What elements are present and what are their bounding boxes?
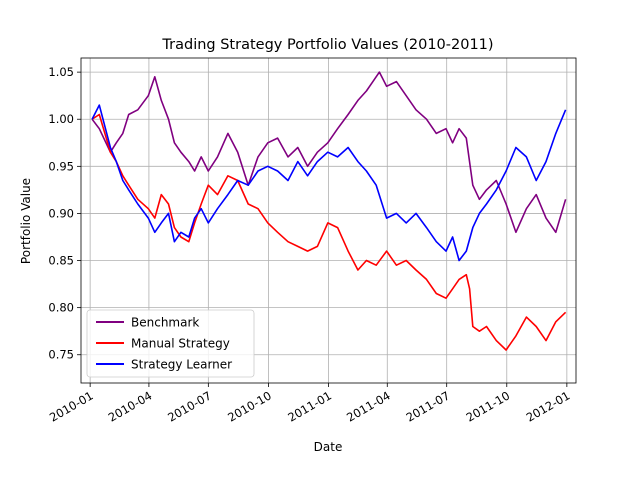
- legend: Benchmark Manual Strategy Strategy Learn…: [86, 309, 255, 378]
- y-tick-label: 0.90: [48, 206, 74, 220]
- legend-label-benchmark: Benchmark: [131, 316, 199, 330]
- y-tick-label: 0.95: [48, 159, 74, 173]
- legend-label-strategy-learner: Strategy Learner: [131, 358, 232, 372]
- series-line-benchmark: [91, 71, 567, 234]
- x-tick-label: 2011-07: [404, 388, 453, 424]
- y-tick-label: 0.85: [48, 254, 74, 268]
- grid: [81, 58, 576, 383]
- legend-box: [86, 309, 255, 378]
- y-axis-label: Portfolio Value: [19, 178, 33, 264]
- series-line-manual-strategy: [91, 113, 567, 351]
- y-tick-label: 1.05: [48, 65, 74, 79]
- series-line-strategy-learner: [91, 104, 567, 262]
- y-tick-label: 1.00: [48, 112, 74, 126]
- y-axis-ticks: 0.75 0.80 0.85 0.90 0.95 1.00 1.05: [48, 65, 81, 362]
- x-tick-label: 2010-04: [106, 388, 155, 424]
- x-axis-ticks: 2010-01 2010-04 2010-07 2010-10 2011-01 2011-…: [47, 383, 572, 425]
- legend-label-manual-strategy: Manual Strategy: [131, 337, 230, 351]
- chart-title: Trading Strategy Portfolio Values (2010-…: [161, 37, 493, 53]
- x-tick-label: 2012-01: [524, 388, 573, 424]
- y-tick-label: 0.80: [48, 301, 74, 315]
- x-tick-label: 2010-01: [47, 388, 96, 424]
- x-tick-label: 2011-10: [464, 388, 513, 424]
- plot-series: [91, 71, 567, 351]
- x-axis-label: Date: [314, 440, 343, 454]
- x-tick-label: 2010-07: [165, 388, 214, 424]
- y-tick-label: 0.75: [48, 348, 74, 362]
- x-tick-label: 2011-01: [285, 388, 334, 424]
- x-tick-label: 2010-10: [225, 388, 274, 424]
- x-tick-label: 2011-04: [344, 388, 393, 424]
